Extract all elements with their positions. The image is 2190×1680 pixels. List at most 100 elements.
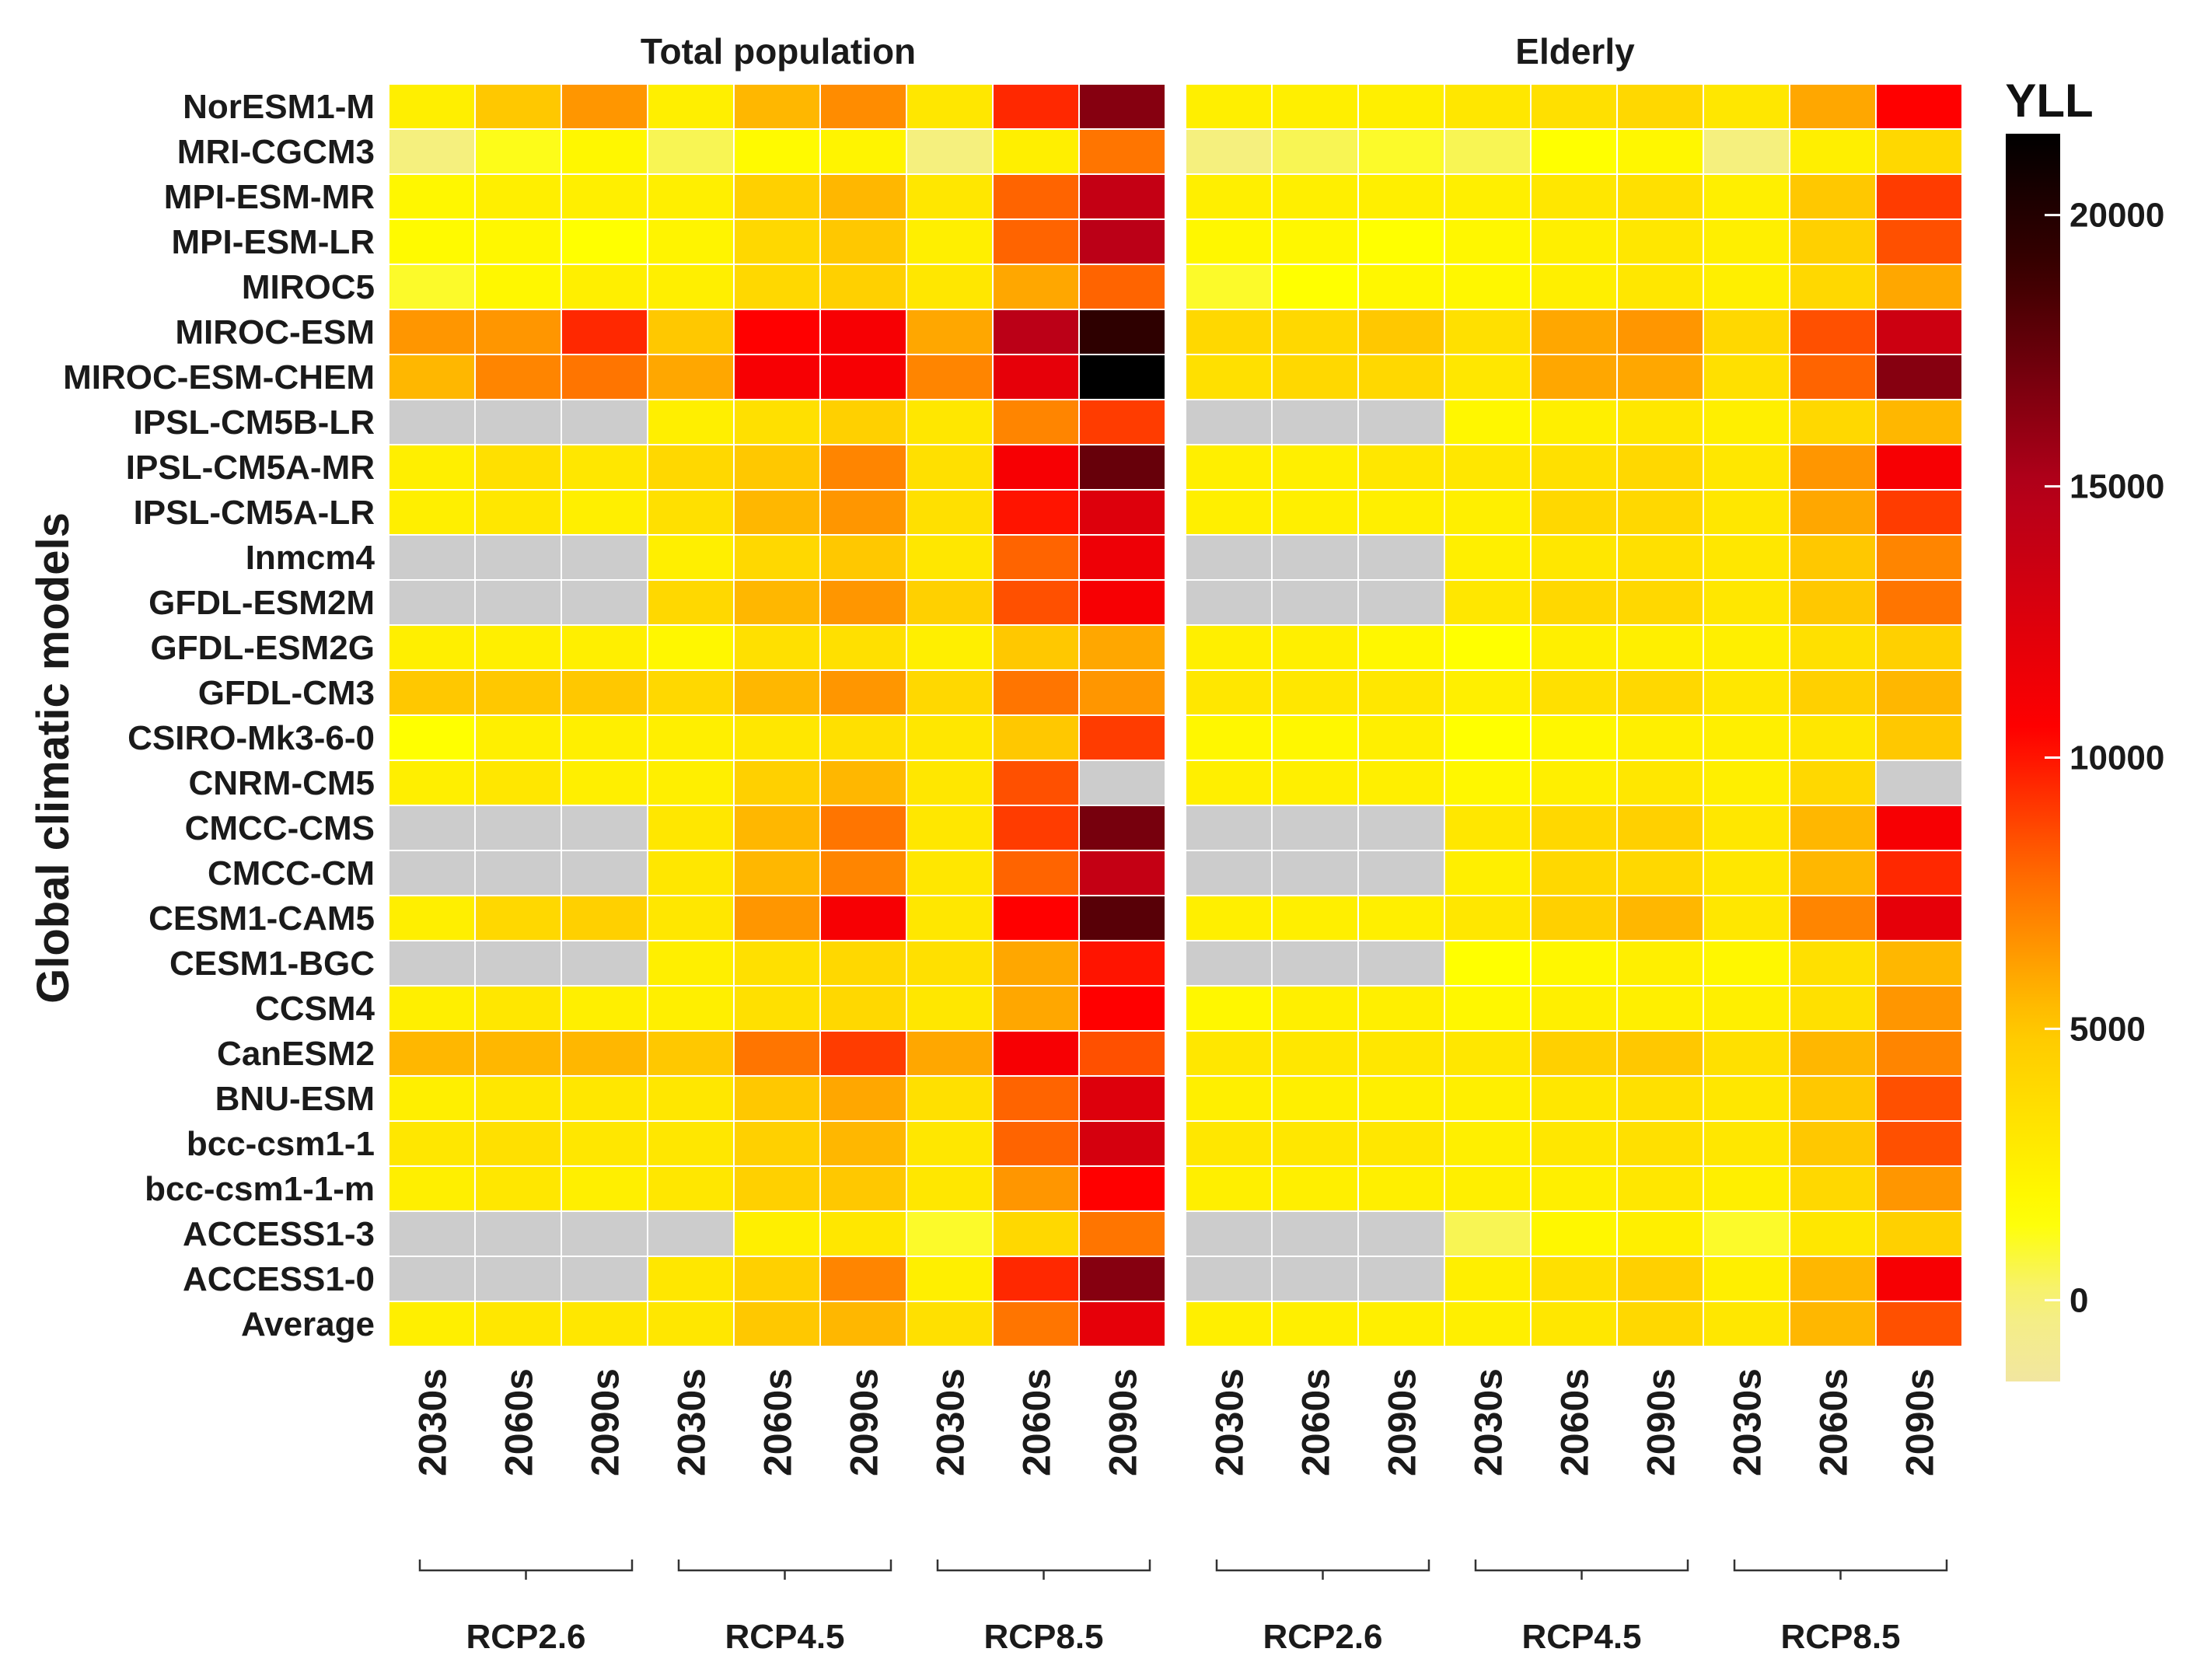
cell-elderly-miroc-esm-rcp26-2060s	[1271, 309, 1359, 355]
cell-elderly-bcc-csm1-1-m-rcp26-2090s	[1357, 1165, 1445, 1212]
cell-total-population-canesm2-rcp85-2090s	[1078, 1030, 1166, 1077]
cell-total-population-bnu-esm-rcp26-2060s	[474, 1075, 562, 1122]
cell-total-population-ipsl-cm5a-mr-rcp45-2060s	[733, 444, 821, 491]
cell-total-population-ccsm4-rcp85-2030s	[906, 985, 994, 1032]
cell-elderly-ipsl-cm5a-mr-rcp45-2030s	[1444, 444, 1532, 491]
cell-elderly-cmcc-cms-rcp85-2060s	[1789, 805, 1877, 851]
color-legend: YLL 0 5000 10000 15000 20000	[2005, 75, 2164, 1381]
cell-elderly-gfdl-esm2g-rcp26-2030s	[1185, 624, 1273, 671]
cell-total-population-gfdl-cm3-rcp26-2030s	[388, 669, 476, 716]
cell-elderly-inmcm4-rcp26-2060s	[1271, 534, 1359, 581]
cell-total-population-average-rcp85-2030s	[906, 1301, 994, 1347]
cell-elderly-gfdl-esm2m-rcp26-2030s	[1185, 579, 1273, 626]
cell-elderly-gfdl-esm2m-rcp45-2030s	[1444, 579, 1532, 626]
panel-divider	[1165, 84, 1186, 1346]
cell-elderly-inmcm4-rcp45-2090s	[1616, 534, 1704, 581]
cell-elderly-inmcm4-rcp85-2060s	[1789, 534, 1877, 581]
cell-elderly-mpi-esm-mr-rcp85-2060s	[1789, 173, 1877, 220]
cell-total-population-miroc-esm-chem-rcp26-2090s	[561, 354, 648, 400]
cell-elderly-ipsl-cm5a-mr-rcp85-2060s	[1789, 444, 1877, 491]
cell-total-population-average-rcp26-2090s	[561, 1301, 648, 1347]
cell-elderly-canesm2-rcp45-2030s	[1444, 1030, 1532, 1077]
cell-total-population-noresm1-m-rcp85-2030s	[906, 83, 994, 130]
cell-total-population-cmcc-cms-rcp45-2060s	[733, 805, 821, 851]
cell-total-population-ipsl-cm5a-lr-rcp45-2060s	[733, 489, 821, 536]
cell-total-population-miroc5-rcp45-2030s	[647, 264, 735, 310]
row-label-bcc-csm1-1: bcc-csm1-1	[187, 1125, 375, 1163]
cell-elderly-canesm2-rcp85-2030s	[1703, 1030, 1790, 1077]
cell-total-population-bcc-csm1-1-rcp26-2030s	[388, 1120, 476, 1167]
heatmap-cells-total-population	[388, 83, 1166, 1347]
row-label-ipsl-cm5a-lr: IPSL-CM5A-LR	[134, 494, 375, 532]
cell-elderly-cmcc-cm-rcp85-2030s	[1703, 850, 1790, 896]
cell-elderly-ipsl-cm5b-lr-rcp45-2090s	[1616, 399, 1704, 445]
cell-total-population-miroc-esm-rcp45-2030s	[647, 309, 735, 355]
cell-total-population-access1-3-rcp45-2090s	[819, 1210, 907, 1257]
cell-total-population-cmcc-cm-rcp45-2030s	[647, 850, 735, 896]
cell-total-population-gfdl-cm3-rcp45-2030s	[647, 669, 735, 716]
cell-total-population-ipsl-cm5a-lr-rcp26-2030s	[388, 489, 476, 536]
y-axis-title: Global climatic models	[28, 512, 79, 1004]
cell-total-population-canesm2-rcp85-2030s	[906, 1030, 994, 1077]
cell-elderly-average-rcp85-2030s	[1703, 1301, 1790, 1347]
bracket-total-population-rcp2-6	[418, 1560, 634, 1580]
cell-total-population-cesm1-bgc-rcp45-2030s	[647, 940, 735, 987]
cell-total-population-access1-0-rcp85-2060s	[992, 1256, 1080, 1302]
cell-total-population-gfdl-cm3-rcp45-2060s	[733, 669, 821, 716]
cell-elderly-mri-cgcm3-rcp45-2090s	[1616, 128, 1704, 175]
cell-elderly-miroc-esm-chem-rcp85-2060s	[1789, 354, 1877, 400]
cell-total-population-canesm2-rcp85-2060s	[992, 1030, 1080, 1077]
cell-elderly-miroc-esm-chem-rcp26-2030s	[1185, 354, 1273, 400]
legend-tick-label-20000: 20000	[2069, 197, 2164, 235]
cell-elderly-inmcm4-rcp26-2030s	[1185, 534, 1273, 581]
cell-elderly-bnu-esm-rcp45-2090s	[1616, 1075, 1704, 1122]
cell-total-population-gfdl-cm3-rcp45-2090s	[819, 669, 907, 716]
bracket-elderly-rcp4-5	[1474, 1560, 1689, 1580]
cell-total-population-canesm2-rcp26-2030s	[388, 1030, 476, 1077]
cell-elderly-noresm1-m-rcp45-2060s	[1530, 83, 1618, 130]
cell-elderly-gfdl-cm3-rcp45-2090s	[1616, 669, 1704, 716]
cell-elderly-bnu-esm-rcp85-2030s	[1703, 1075, 1790, 1122]
cell-total-population-bnu-esm-rcp45-2060s	[733, 1075, 821, 1122]
cell-total-population-gfdl-esm2g-rcp26-2060s	[474, 624, 562, 671]
cell-elderly-cesm1-bgc-rcp45-2090s	[1616, 940, 1704, 987]
cell-elderly-ipsl-cm5a-mr-rcp26-2090s	[1357, 444, 1445, 491]
cell-total-population-mri-cgcm3-rcp85-2090s	[1078, 128, 1166, 175]
cell-elderly-gfdl-cm3-rcp26-2090s	[1357, 669, 1445, 716]
cell-elderly-ipsl-cm5b-lr-rcp26-2030s	[1185, 399, 1273, 445]
cell-total-population-miroc-esm-rcp45-2090s	[819, 309, 907, 355]
row-label-bnu-esm: BNU-ESM	[215, 1080, 375, 1118]
cell-total-population-cesm1-cam5-rcp26-2030s	[388, 895, 476, 941]
cell-elderly-miroc-esm-chem-rcp26-2090s	[1357, 354, 1445, 400]
cell-total-population-noresm1-m-rcp85-2060s	[992, 83, 1080, 130]
cell-elderly-access1-0-rcp85-2030s	[1703, 1256, 1790, 1302]
cell-total-population-cnrm-cm5-rcp26-2030s	[388, 760, 476, 806]
row-label-gfdl-esm2g: GFDL-ESM2G	[151, 629, 375, 667]
cell-total-population-gfdl-esm2m-rcp26-2060s	[474, 579, 562, 626]
cell-elderly-mpi-esm-mr-rcp45-2030s	[1444, 173, 1532, 220]
cell-total-population-ipsl-cm5a-mr-rcp85-2060s	[992, 444, 1080, 491]
row-label-access1-3: ACCESS1-3	[183, 1215, 375, 1253]
column-label-total-population-1: 2060s	[498, 1368, 541, 1476]
cell-elderly-mpi-esm-lr-rcp26-2090s	[1357, 218, 1445, 265]
cell-elderly-mri-cgcm3-rcp45-2030s	[1444, 128, 1532, 175]
cell-total-population-noresm1-m-rcp26-2060s	[474, 83, 562, 130]
cell-total-population-mri-cgcm3-rcp45-2090s	[819, 128, 907, 175]
cell-elderly-gfdl-cm3-rcp85-2060s	[1789, 669, 1877, 716]
cell-elderly-cesm1-bgc-rcp85-2090s	[1875, 940, 1963, 987]
cell-elderly-gfdl-esm2g-rcp26-2090s	[1357, 624, 1445, 671]
cell-elderly-cnrm-cm5-rcp45-2060s	[1530, 760, 1618, 806]
cell-elderly-access1-3-rcp85-2060s	[1789, 1210, 1877, 1257]
cell-total-population-csiro-mk3-6-0-rcp26-2090s	[561, 714, 648, 761]
cell-elderly-bnu-esm-rcp85-2060s	[1789, 1075, 1877, 1122]
cell-total-population-miroc-esm-rcp26-2030s	[388, 309, 476, 355]
cell-total-population-cnrm-cm5-rcp85-2090s	[1078, 760, 1166, 806]
cell-total-population-ccsm4-rcp45-2060s	[733, 985, 821, 1032]
row-label-average: Average	[241, 1305, 375, 1343]
cell-total-population-ipsl-cm5b-lr-rcp85-2030s	[906, 399, 994, 445]
scenario-label-total-population-rcp8-5: RCP8.5	[983, 1618, 1103, 1656]
cell-total-population-access1-0-rcp85-2090s	[1078, 1256, 1166, 1302]
cell-elderly-cmcc-cm-rcp85-2090s	[1875, 850, 1963, 896]
cell-elderly-bcc-csm1-1-m-rcp26-2030s	[1185, 1165, 1273, 1212]
cell-elderly-gfdl-cm3-rcp85-2090s	[1875, 669, 1963, 716]
